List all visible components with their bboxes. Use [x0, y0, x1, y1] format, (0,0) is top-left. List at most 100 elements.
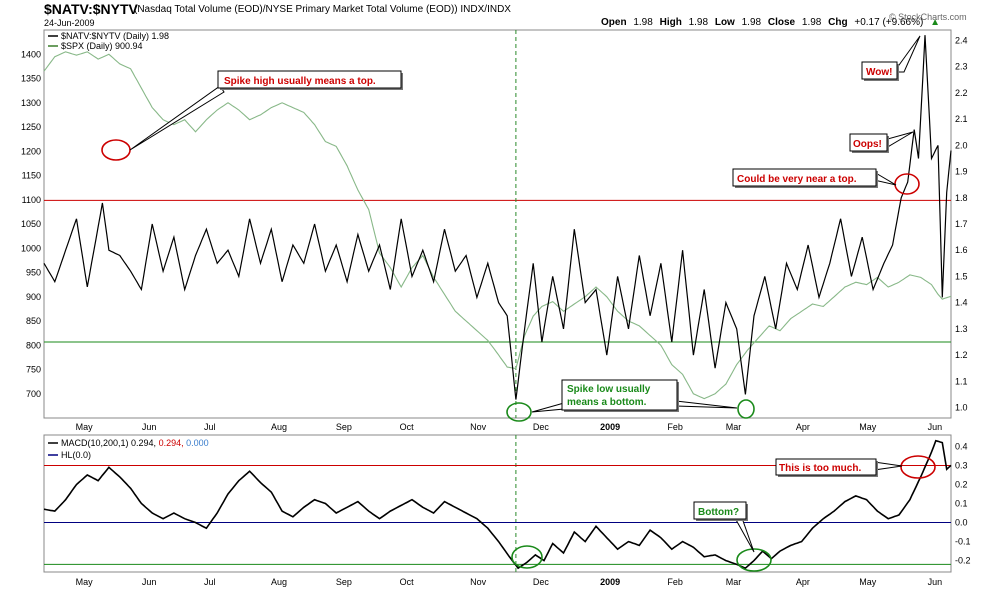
- chg-up-arrow-icon: ▲: [930, 17, 940, 28]
- macd-x-axis-label: Sep: [336, 577, 352, 587]
- callout-bottom: Bottom?: [698, 507, 739, 518]
- macd-x-axis-label: Apr: [796, 577, 810, 587]
- too-much-marker: [900, 455, 936, 479]
- x-axis-label: Jul: [204, 422, 216, 432]
- too-much-callout-box: [775, 458, 877, 476]
- left-axis-tick-label: 1350: [21, 74, 41, 84]
- macd-x-axis-label: Oct: [400, 577, 415, 587]
- macd-x-axis-label: Jul: [204, 577, 216, 587]
- left-axis-tick-label: 1200: [21, 146, 41, 156]
- left-axis-tick-label: 800: [26, 340, 41, 350]
- x-axis-label: 2009: [600, 422, 620, 432]
- macd-axis-tick-label: 0.3: [955, 460, 968, 470]
- macd-x-axis-label: 2009: [600, 577, 620, 587]
- macd-series-line: [43, 439, 952, 570]
- left-axis-tick-label: 700: [26, 389, 41, 399]
- open-value: 1.98: [633, 17, 653, 28]
- right-axis-tick-label: 1.0: [955, 403, 968, 413]
- chart-date: 24-Jun-2009: [44, 18, 95, 28]
- macd-x-axis-label: May: [76, 577, 94, 587]
- chart-subtitle: (Nasdaq Total Volume (EOD)/NYSE Primary …: [134, 4, 511, 15]
- callout-oops: Oops!: [853, 139, 882, 150]
- spike-low-marker: [506, 402, 532, 422]
- legend-label-spx: $SPX (Daily) 900.94: [61, 41, 143, 51]
- legend-macd-part: MACD(10,200,1) 0.294,: [61, 438, 156, 448]
- natv-series-line: [43, 35, 952, 400]
- right-axis-tick-label: 1.2: [955, 350, 968, 360]
- right-axis-tick-label: 1.4: [955, 298, 968, 308]
- left-axis-tick-label: 750: [26, 365, 41, 375]
- x-axis-label: Jun: [928, 422, 943, 432]
- right-axis-tick-label: 1.1: [955, 376, 968, 386]
- price-panel-frame: [43, 29, 952, 419]
- macd-axis-tick-label: -0.1: [955, 537, 971, 547]
- bottom-callout-box: [693, 501, 747, 520]
- left-axis-tick-label: 950: [26, 268, 41, 278]
- chg-label: Chg: [828, 17, 848, 28]
- close-label: Close: [767, 17, 796, 28]
- spike-low-callout-box: [561, 379, 678, 411]
- left-axis-tick-label: 1000: [21, 243, 41, 253]
- open-label: Open: [601, 17, 627, 28]
- chg-value: +0.17 (+9.66%): [854, 17, 924, 28]
- callout-spike-high: Spike high usually means a top.: [224, 76, 376, 87]
- macd-x-axis-label: May: [859, 577, 877, 587]
- callout-too-much: This is too much.: [779, 463, 861, 474]
- macd-x-axis-label: Jun: [928, 577, 943, 587]
- legend-macd-part: 0.000: [184, 438, 209, 448]
- spx-series-line: [43, 51, 952, 400]
- x-axis-label: Apr: [796, 422, 810, 432]
- legend-macd-part: 0.294,: [156, 438, 184, 448]
- left-axis-tick-label: 1250: [21, 122, 41, 132]
- bottom-marker-macd-2: [736, 548, 772, 572]
- right-axis-tick-label: 2.2: [955, 88, 968, 98]
- high-label: High: [659, 17, 682, 28]
- x-axis-label: Sep: [336, 422, 352, 432]
- legend-label-natv: $NATV:$NYTV (Daily) 1.98: [61, 31, 169, 41]
- left-axis-tick-label: 1150: [22, 171, 41, 181]
- macd-x-axis-label: Nov: [470, 577, 487, 587]
- callout-wow: Wow!: [866, 67, 892, 78]
- macd-x-axis-label: Feb: [667, 577, 683, 587]
- watermark: © StockCharts.com: [889, 12, 967, 22]
- spike-high-callout-box: [217, 70, 402, 89]
- left-axis-tick-label: 1400: [21, 49, 41, 59]
- x-axis-label: May: [859, 422, 877, 432]
- left-axis-tick-label: 900: [26, 292, 41, 302]
- legend-label-hl: HL(0.0): [61, 450, 91, 460]
- x-axis-label: Jun: [142, 422, 157, 432]
- macd-panel-frame: [43, 434, 952, 573]
- callout-near-top: Could be very near a top.: [737, 174, 857, 185]
- macd-x-axis-label: Mar: [726, 577, 742, 587]
- right-axis-tick-label: 2.3: [955, 62, 968, 72]
- macd-axis-tick-label: 0.0: [955, 518, 968, 528]
- macd-x-axis-label: Aug: [271, 577, 287, 587]
- left-axis-tick-label: 850: [26, 316, 41, 326]
- chart-ticker: $NATV:$NYTV: [44, 1, 138, 17]
- macd-axis-tick-label: -0.2: [955, 556, 971, 566]
- right-axis-tick-label: 1.6: [955, 245, 968, 255]
- x-axis-label: Feb: [667, 422, 683, 432]
- oops-callout-box: [849, 133, 888, 152]
- right-axis-tick-label: 1.8: [955, 193, 968, 203]
- x-axis-label: Oct: [400, 422, 415, 432]
- x-axis-label: May: [76, 422, 94, 432]
- left-axis-tick-label: 1050: [21, 219, 41, 229]
- callout-spike-low-2: means a bottom.: [567, 397, 647, 408]
- bottom-marker-macd: [511, 545, 543, 569]
- low-label: Low: [714, 17, 735, 28]
- right-axis-tick-label: 2.1: [955, 114, 968, 124]
- right-axis-tick-label: 1.3: [955, 324, 968, 334]
- left-axis-tick-label: 1300: [21, 98, 41, 108]
- macd-axis-tick-label: 0.4: [955, 441, 968, 451]
- x-axis-label: Nov: [470, 422, 487, 432]
- low-value: 1.98: [741, 17, 762, 28]
- legend-label-macd: MACD(10,200,1) 0.294, 0.294, 0.000: [61, 438, 209, 448]
- macd-axis-tick-label: 0.2: [955, 479, 968, 489]
- right-axis-tick-label: 1.7: [955, 219, 968, 229]
- high-value: 1.98: [688, 17, 709, 28]
- right-axis-tick-label: 2.4: [955, 35, 968, 45]
- macd-axis-tick-label: 0.1: [955, 499, 968, 509]
- x-axis-label: Dec: [533, 422, 550, 432]
